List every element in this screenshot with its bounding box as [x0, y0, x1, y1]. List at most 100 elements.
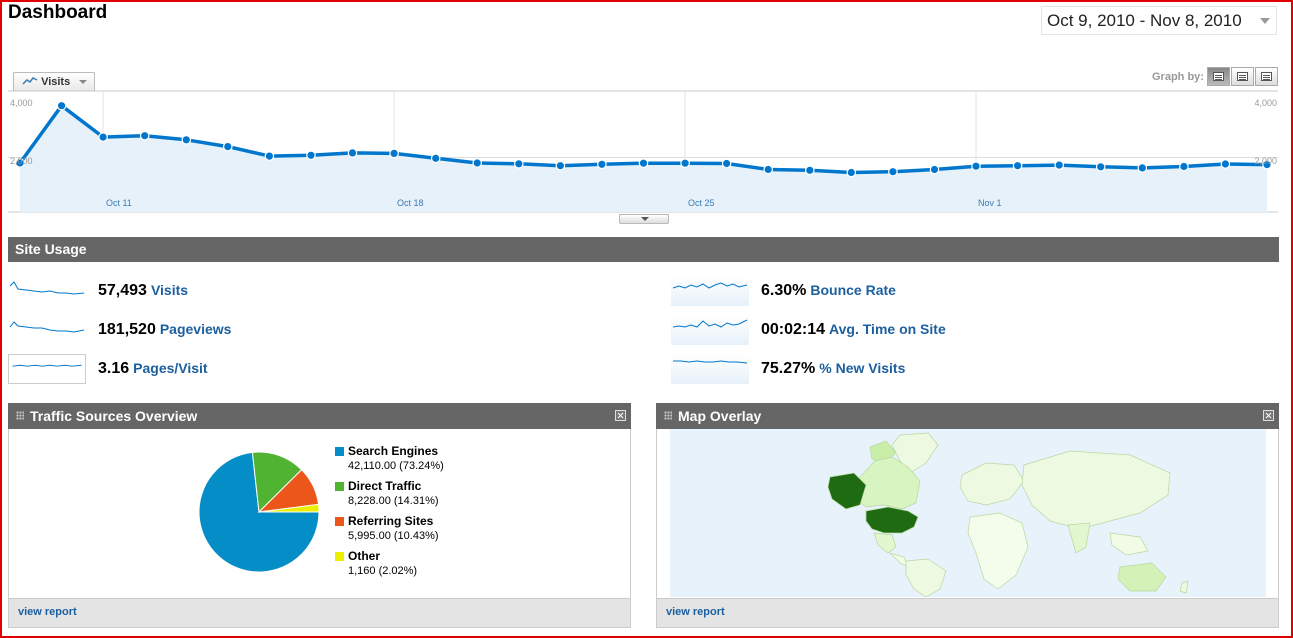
chart-point[interactable]: [347, 148, 358, 158]
chart-point[interactable]: [264, 151, 275, 161]
chart-point[interactable]: [389, 148, 399, 159]
usage-value: 181,520: [98, 321, 156, 338]
sparkline: [8, 354, 86, 384]
metric-selector-tab[interactable]: Visits: [13, 72, 95, 91]
chart-point[interactable]: [680, 158, 690, 168]
usage-value: 3.16: [98, 360, 130, 377]
drag-grip-icon[interactable]: [16, 411, 24, 420]
y-tick-mid-left: 2,000: [10, 156, 33, 166]
legend-swatch: [335, 482, 344, 491]
sparkline: [9, 281, 85, 295]
legend-value: 5,995.00 (10.43%): [348, 530, 439, 542]
map-india: [1067, 522, 1091, 554]
calendar-week-icon: [1237, 72, 1248, 81]
chart-point[interactable]: [513, 159, 524, 169]
graph-by-month-button[interactable]: [1255, 67, 1278, 86]
chart-point[interactable]: [223, 141, 233, 152]
map-new-zealand: [1179, 580, 1189, 594]
legend-swatch: [335, 517, 344, 526]
map-australia: [1117, 562, 1167, 592]
chart-points: [15, 100, 1272, 178]
map-asia: [1021, 450, 1171, 530]
y-tick-mid-right: 2,000: [1254, 156, 1277, 166]
chevron-down-icon: [1260, 18, 1270, 24]
traffic-pie-chart: [198, 451, 320, 573]
chart-point[interactable]: [306, 150, 316, 161]
chart-point[interactable]: [1137, 163, 1148, 173]
usage-label-link[interactable]: Visits: [150, 282, 189, 298]
sparkline: [9, 321, 85, 333]
chart-collapse-handle[interactable]: [619, 214, 669, 224]
chart-point[interactable]: [555, 160, 566, 171]
chart-point[interactable]: [430, 153, 441, 164]
line-chart-icon: [22, 77, 38, 85]
chart-point[interactable]: [929, 164, 940, 175]
chart-point[interactable]: [1012, 160, 1023, 171]
pie-slice[interactable]: [251, 451, 303, 514]
date-range-picker[interactable]: Oct 9, 2010 - Nov 8, 2010: [1041, 6, 1277, 35]
chart-point[interactable]: [472, 158, 482, 168]
chart-point[interactable]: [763, 164, 773, 175]
chart-point[interactable]: [15, 158, 25, 168]
chart-point[interactable]: [804, 165, 815, 176]
view-report-link[interactable]: view report: [666, 606, 725, 618]
world-map[interactable]: [670, 429, 1266, 597]
legend-value: 8,228.00 (14.31%): [348, 495, 439, 507]
usage-label-link[interactable]: Avg. Time on Site: [829, 321, 946, 337]
chart-point[interactable]: [1179, 161, 1189, 172]
legend-item: Other 1,160 (2.02%): [335, 549, 444, 584]
usage-metric-pages-per-visit[interactable]: 3.16 Pages/Visit: [8, 354, 608, 384]
chart-point[interactable]: [971, 161, 981, 171]
panel-title: Traffic Sources Overview: [30, 408, 198, 424]
legend-swatch: [335, 552, 344, 561]
date-range-text: Oct 9, 2010 - Nov 8, 2010: [1047, 11, 1242, 30]
graph-by-day-button[interactable]: [1207, 67, 1230, 86]
usage-metric-visits[interactable]: 57,493 Visits: [8, 276, 608, 306]
usage-metric-new-visits[interactable]: 75.27%% New Visits: [671, 354, 1271, 384]
chart-point[interactable]: [638, 158, 649, 168]
sparkline: [671, 276, 749, 306]
y-tick-top-right: 4,000: [1254, 98, 1277, 108]
visits-chart: 4,000 2,000 4,000 2,000 Oct 11 Oct 18 Oc…: [8, 90, 1278, 213]
chart-point[interactable]: [888, 166, 898, 177]
chart-point[interactable]: [98, 132, 108, 142]
chart-point[interactable]: [1262, 159, 1272, 170]
chart-point[interactable]: [1054, 160, 1064, 170]
map-canada: [855, 456, 921, 510]
pie-slice[interactable]: [258, 503, 320, 513]
usage-value: 6.30%: [761, 282, 807, 299]
chart-point[interactable]: [721, 158, 732, 169]
chart-point[interactable]: [139, 130, 150, 141]
close-icon[interactable]: [1263, 410, 1274, 421]
map-southeast-asia: [1109, 532, 1149, 556]
chart-point[interactable]: [1220, 159, 1231, 169]
chart-point[interactable]: [56, 100, 67, 111]
graph-by-label: Graph by:: [1152, 71, 1204, 83]
chart-point[interactable]: [1095, 162, 1106, 172]
site-usage-header: Site Usage: [8, 237, 1279, 262]
chart-point[interactable]: [181, 134, 192, 145]
traffic-sources-header[interactable]: Traffic Sources Overview: [8, 403, 631, 429]
usage-label-link[interactable]: Pages/Visit: [133, 360, 208, 376]
date-label: Nov 1: [978, 198, 1002, 208]
usage-metric-pageviews[interactable]: 181,520 Pageviews: [8, 315, 608, 345]
map-usa: [865, 506, 919, 534]
usage-metric-bounce-rate[interactable]: 6.30% Bounce Rate: [671, 276, 1271, 306]
legend-value: 1,160 (2.02%): [348, 565, 418, 577]
chart-point[interactable]: [846, 167, 857, 178]
chart-point[interactable]: [597, 159, 607, 170]
chevron-down-icon: [79, 80, 87, 84]
legend-name: Other: [348, 549, 381, 563]
drag-grip-icon[interactable]: [664, 411, 672, 420]
usage-label-link[interactable]: % New Visits: [819, 360, 906, 376]
map-mexico: [873, 532, 897, 554]
usage-label-link[interactable]: Pageviews: [159, 321, 232, 337]
graph-by-week-button[interactable]: [1231, 67, 1254, 86]
chevron-down-icon: [641, 217, 649, 221]
legend-item: Search Engines 42,110.00 (73.24%): [335, 444, 444, 479]
map-overlay-header[interactable]: Map Overlay: [656, 403, 1279, 429]
usage-metric-avg-time[interactable]: 00:02:14 Avg. Time on Site: [671, 315, 1271, 345]
view-report-link[interactable]: view report: [18, 606, 77, 618]
usage-label-link[interactable]: Bounce Rate: [810, 282, 896, 298]
close-icon[interactable]: [615, 410, 626, 421]
